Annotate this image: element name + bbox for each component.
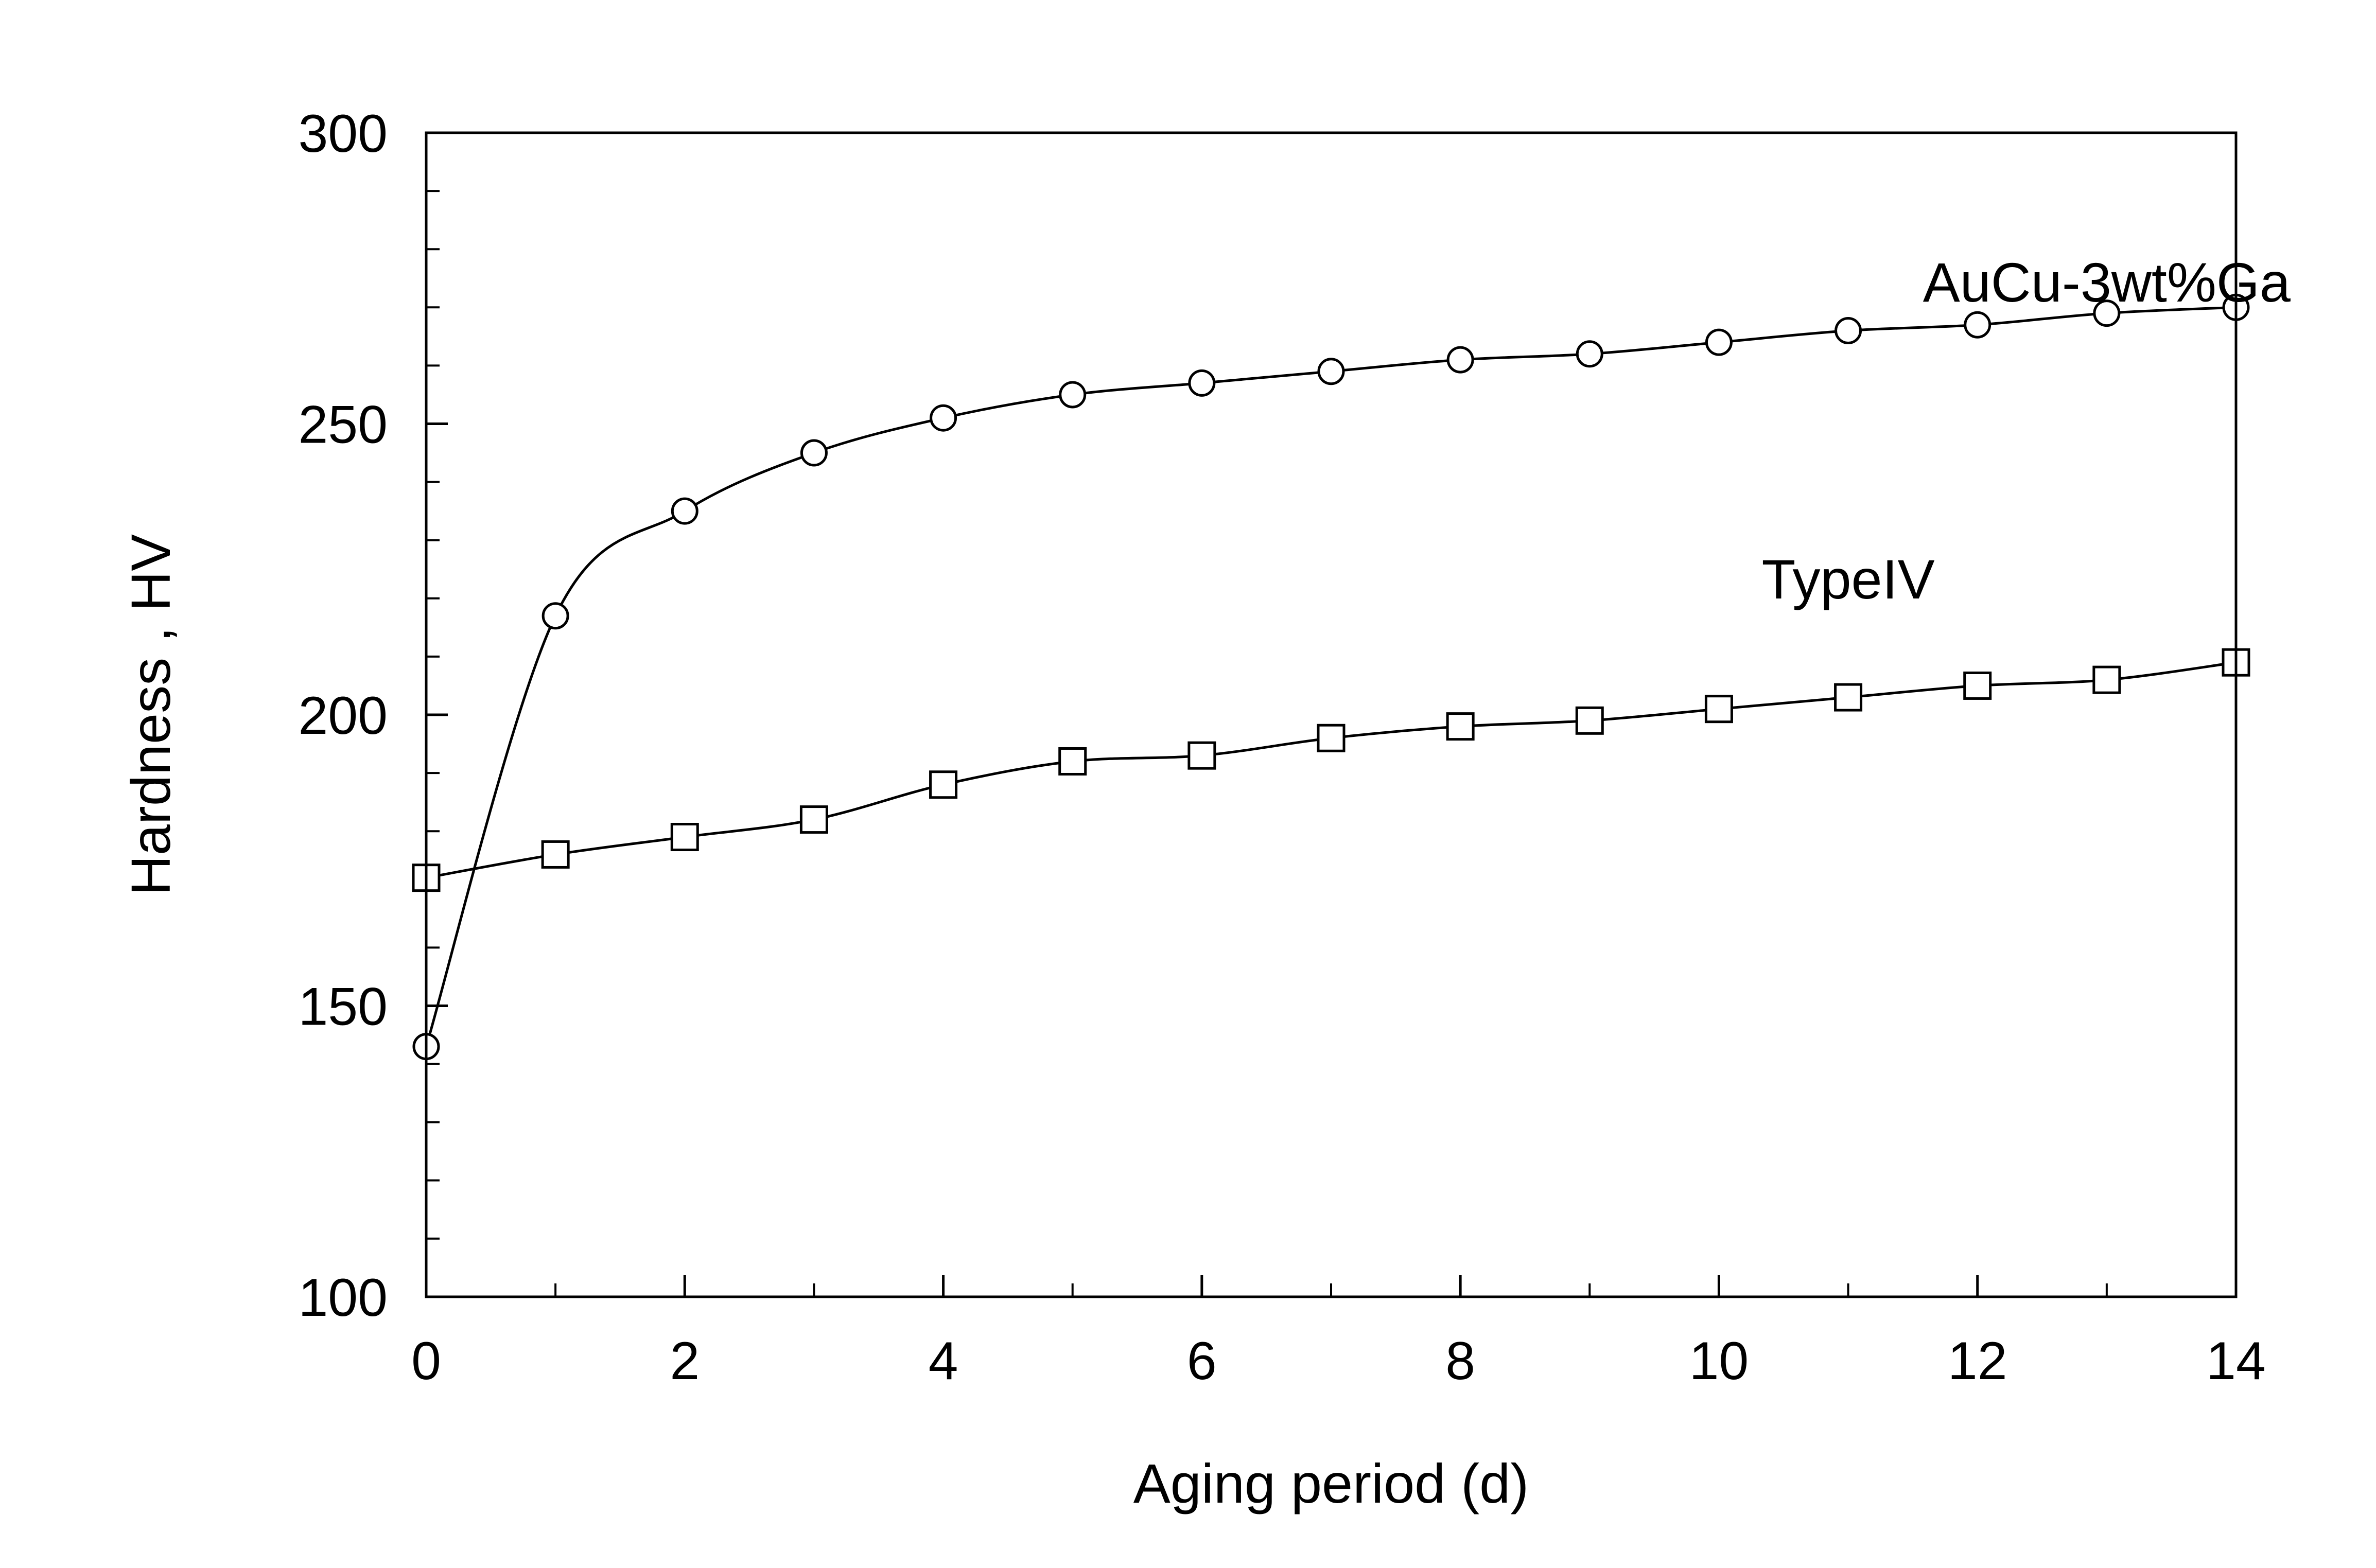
x-tick-label: 8 bbox=[1445, 1331, 1475, 1391]
y-tick-label: 200 bbox=[298, 686, 388, 746]
marker-square bbox=[2092, 665, 2121, 694]
marker-square bbox=[1963, 671, 1992, 700]
marker-circle bbox=[1576, 340, 1603, 368]
marker-square bbox=[929, 770, 958, 799]
x-tick-label: 2 bbox=[670, 1331, 700, 1391]
x-tick-label: 10 bbox=[1689, 1331, 1749, 1391]
y-tick-label: 250 bbox=[298, 395, 388, 455]
marker-square bbox=[799, 805, 828, 834]
marker-circle bbox=[1317, 358, 1345, 385]
x-axis-title: Aging period (d) bbox=[1133, 1452, 1529, 1514]
marker-circle bbox=[800, 439, 828, 467]
marker-square bbox=[1187, 741, 1216, 770]
marker-circle bbox=[1835, 317, 1862, 345]
marker-circle bbox=[2093, 299, 2121, 327]
marker-circle bbox=[930, 404, 957, 432]
y-tick-label: 100 bbox=[298, 1268, 388, 1328]
series-label-aucu-3wt-ga: AuCu-3wt%Ga bbox=[1923, 251, 2291, 313]
minor-ticks bbox=[426, 190, 2108, 1297]
marker-circle bbox=[1446, 346, 1474, 374]
series-line-aucu-3wt-ga bbox=[425, 306, 2237, 1047]
series-labels: AuCu-3wt%Ga TypeIV bbox=[1761, 251, 2291, 610]
marker-circle bbox=[1059, 381, 1087, 409]
marker-square bbox=[541, 840, 570, 869]
x-tick-label: 6 bbox=[1187, 1331, 1217, 1391]
marker-square bbox=[1704, 695, 1733, 724]
marker-circle bbox=[1964, 311, 1991, 339]
marker-square bbox=[1058, 747, 1087, 776]
y-axis-title: Hardness , HV bbox=[119, 534, 182, 895]
marker-circle bbox=[541, 602, 569, 630]
x-tick-label: 0 bbox=[411, 1331, 441, 1391]
marker-square bbox=[670, 823, 699, 852]
plot-frame bbox=[425, 131, 2238, 1298]
x-tick-label: 14 bbox=[2206, 1331, 2266, 1391]
y-tick-label: 150 bbox=[298, 977, 388, 1037]
marker-square bbox=[1317, 724, 1346, 752]
x-tick-label: 12 bbox=[1948, 1331, 2007, 1391]
marker-circle bbox=[1705, 328, 1733, 356]
series-markers bbox=[412, 293, 2250, 1061]
marker-square bbox=[1446, 712, 1475, 741]
y-tick-labels: 100 150 200 250 300 bbox=[298, 104, 388, 1328]
y-tick-label: 300 bbox=[298, 104, 388, 164]
marker-circle bbox=[671, 497, 698, 525]
marker-square bbox=[1834, 683, 1863, 712]
x-tick-labels: 0 2 4 6 8 10 12 14 bbox=[411, 1331, 2266, 1391]
marker-square bbox=[1575, 706, 1604, 735]
marker-circle bbox=[1188, 369, 1216, 397]
series-label-typeiv: TypeIV bbox=[1761, 548, 1934, 610]
x-tick-label: 4 bbox=[929, 1331, 958, 1391]
